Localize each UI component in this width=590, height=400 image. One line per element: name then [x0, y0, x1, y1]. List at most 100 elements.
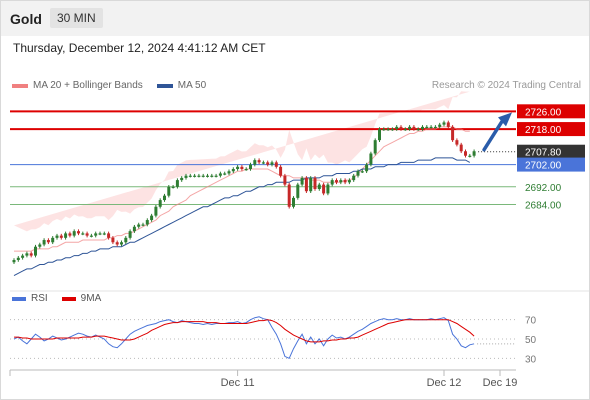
candle-body	[158, 200, 162, 207]
legend-item-ma50: MA 50	[156, 80, 207, 91]
candle-body	[279, 166, 283, 176]
level-label-text: 2707.80	[525, 148, 562, 159]
level-label-box	[517, 144, 585, 159]
candle-body	[128, 231, 132, 238]
ma50-swatch	[156, 83, 173, 88]
candle-body	[455, 140, 459, 145]
candle-body	[412, 126, 416, 130]
candle-body	[124, 237, 128, 243]
candle-body	[300, 177, 304, 185]
chart-timestamp: Thursday, December 12, 2024 4:41:12 AM C…	[13, 41, 266, 55]
candle-body	[231, 169, 235, 172]
candle-body	[34, 246, 37, 256]
legend-ma50-label: MA 50	[177, 80, 207, 91]
x-tick-label: Dec 12	[427, 377, 462, 389]
candle-body	[38, 244, 42, 247]
legend-9ma-label: 9MA	[80, 293, 102, 304]
candle-body	[171, 186, 175, 188]
candle-body	[249, 164, 252, 170]
candle-body	[25, 253, 29, 256]
candle-body	[416, 129, 420, 131]
candle-body	[253, 160, 257, 165]
candle-body	[236, 166, 240, 170]
candle-body	[459, 144, 463, 152]
candle-body	[89, 235, 93, 237]
candle-body	[77, 231, 80, 234]
candle-body	[21, 255, 25, 258]
legend-item-9ma: 9MA	[61, 293, 102, 304]
candle-body	[464, 151, 467, 156]
candle-body	[317, 184, 321, 189]
rsi-tick-label: 30	[525, 354, 537, 365]
ma50-line	[13, 157, 471, 277]
candle-body	[188, 175, 192, 177]
candle-body	[403, 129, 407, 131]
candle-body	[369, 153, 373, 165]
candle-body	[360, 171, 364, 173]
candle-body	[107, 233, 111, 238]
candle-body	[206, 175, 209, 177]
candle-body	[29, 253, 33, 256]
candle-body	[266, 162, 270, 165]
candle-body	[210, 175, 214, 177]
candle-body	[429, 126, 433, 129]
candle-body	[115, 242, 119, 245]
candle-body	[287, 184, 291, 207]
legend-item-rsi: RSI	[12, 293, 48, 304]
candle-body	[365, 164, 369, 172]
candle-body	[154, 206, 158, 216]
candle-body	[120, 242, 123, 245]
candle-body	[201, 175, 205, 177]
candle-body	[309, 177, 313, 192]
candle-body	[399, 126, 403, 130]
price-legend: MA 20 + Bollinger Bands MA 50	[12, 80, 220, 91]
ma20-swatch	[12, 83, 28, 88]
candle-body	[55, 235, 59, 238]
legend-rsi-label: RSI	[31, 293, 48, 304]
candle-body	[343, 180, 347, 183]
forecast-arrow-shaft	[482, 119, 504, 152]
level-label-text: 2684.00	[525, 201, 562, 212]
candle-body	[408, 126, 412, 130]
level-label-box	[517, 157, 585, 172]
candle-body	[163, 195, 166, 201]
candle-body	[137, 224, 141, 227]
candle-body	[274, 162, 278, 167]
candle-body	[223, 173, 227, 175]
candle-body	[218, 173, 222, 176]
timeframe-badge[interactable]: 30 MIN	[50, 8, 103, 28]
candle-body	[193, 175, 197, 177]
candle-body	[227, 171, 231, 174]
level-label-text: 2692.00	[525, 183, 562, 194]
rsi-swatch	[12, 296, 26, 301]
level-labels-layer: 2726.00 2718.00 2707.80 2702.00 2692.00 2684.…	[517, 104, 585, 212]
candle-body	[438, 124, 442, 127]
forecast-arrow-head	[498, 112, 512, 127]
candle-body	[72, 231, 76, 236]
candle-body	[347, 180, 351, 183]
candle-body	[102, 233, 106, 235]
candle-body	[12, 260, 16, 263]
candles-layer	[12, 120, 476, 265]
level-label-box	[517, 122, 585, 137]
rsi-panel: 70 50 30	[10, 290, 590, 365]
candle-body	[145, 220, 149, 225]
candle-body	[111, 237, 115, 243]
rsi-legend: RSI 9MA	[12, 293, 115, 304]
bollinger-band-layer	[14, 91, 470, 232]
candle-body	[313, 177, 317, 189]
candle-body	[46, 240, 50, 243]
candle-body	[373, 140, 377, 154]
candle-body	[442, 122, 446, 125]
candle-body	[141, 224, 145, 226]
candle-body	[244, 169, 248, 171]
candle-body	[322, 184, 326, 194]
candle-body	[197, 175, 201, 177]
candle-body	[64, 233, 68, 238]
rsi-9ma-line	[14, 319, 475, 343]
candle-body	[390, 129, 394, 131]
candle-body	[296, 184, 300, 198]
candle-body	[433, 126, 437, 129]
candle-body	[261, 162, 265, 164]
